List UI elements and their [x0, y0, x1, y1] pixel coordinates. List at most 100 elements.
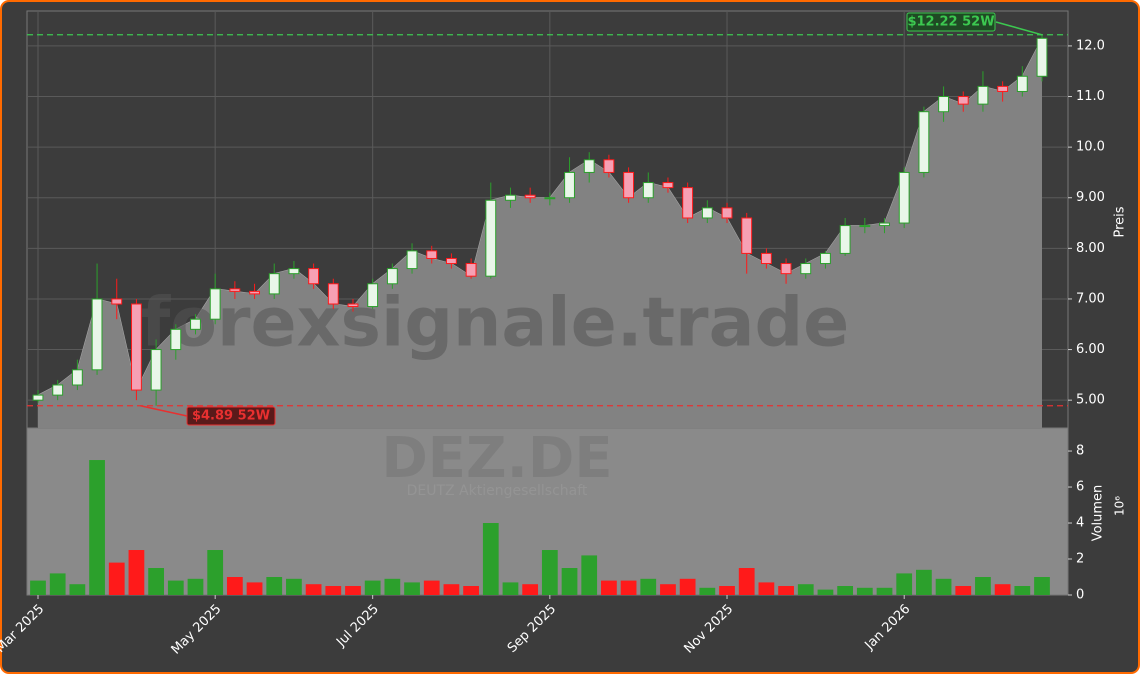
y-tick-label: 10.0	[1076, 140, 1105, 155]
candle-body	[918, 111, 930, 173]
candle-body	[445, 257, 457, 265]
marks: $12.22 52W $4.89 52W	[27, 12, 1068, 595]
candle-body	[505, 194, 516, 201]
y-tick-label: 8.00	[1076, 241, 1105, 256]
candle-body	[131, 303, 142, 391]
candle-body	[209, 288, 221, 320]
low_52w-label: $4.89 52W	[192, 409, 270, 424]
candle-body	[71, 369, 83, 386]
candle-body	[386, 268, 398, 285]
volume-bar	[226, 577, 243, 595]
company-watermark: DEUTZ Aktiengesellschaft	[407, 483, 588, 499]
y-axis-label: Preis	[1113, 206, 1128, 237]
volume-tick-label: 6	[1076, 480, 1084, 495]
candle-body	[583, 159, 595, 173]
ticker-watermark: DEZ.DE	[381, 426, 612, 491]
candle-body	[997, 85, 1009, 92]
candle-body	[800, 263, 812, 275]
candle-body	[111, 298, 123, 305]
volume-bar	[896, 573, 913, 595]
volume-bar	[502, 582, 519, 595]
volume-bar	[1014, 586, 1031, 595]
y-tick-label: 6.00	[1076, 342, 1105, 357]
volume-bar	[601, 580, 617, 595]
candle-body	[741, 217, 753, 254]
candle-body	[1016, 75, 1028, 92]
candle-body	[1036, 37, 1048, 77]
volume-bar	[561, 568, 578, 595]
volume-bar	[325, 586, 342, 595]
volume-bar	[620, 580, 637, 595]
area-layer	[37, 38, 1043, 429]
y-tick-label: 7.00	[1076, 291, 1105, 306]
volume-tick-label: 4	[1076, 516, 1084, 531]
volume-bar	[719, 586, 735, 595]
volume-bar	[482, 523, 499, 595]
candle-body	[603, 159, 615, 173]
close-line	[37, 38, 1043, 396]
watermark: forexsignale.trade	[141, 284, 850, 363]
volume-tick-label: 0	[1076, 588, 1084, 603]
candle-body	[524, 194, 536, 199]
volume-bar	[994, 584, 1011, 595]
volume-bar	[404, 582, 420, 595]
volume-bar	[345, 586, 361, 595]
volume-bar	[266, 577, 283, 595]
volume-bar	[660, 584, 676, 595]
high_52w-box	[906, 12, 996, 32]
candle-body	[229, 288, 241, 292]
volume-bar	[738, 568, 755, 595]
volume-bar	[364, 580, 381, 595]
low_52w-arrow	[140, 405, 188, 417]
volume-bar	[305, 584, 322, 595]
candle-body	[898, 171, 910, 224]
high_52w-arrow	[995, 21, 1043, 36]
candle-body	[839, 225, 851, 254]
candle-body	[367, 283, 379, 308]
y-tick-label: 11.0	[1076, 89, 1105, 104]
volume-bar	[30, 580, 46, 595]
candle-body	[150, 349, 162, 391]
candle-body	[170, 328, 182, 351]
high_52w-label: $12.22 52W	[907, 15, 994, 30]
candle-body	[485, 199, 497, 277]
candle-body	[701, 207, 713, 219]
volume-bar	[108, 562, 125, 595]
y-tick-label: 9.00	[1076, 190, 1105, 205]
volume-bar	[581, 555, 598, 595]
volume-bar	[679, 578, 696, 595]
volume-bar	[187, 578, 204, 595]
volume-tick-label: 8	[1076, 444, 1084, 459]
candle-body	[977, 85, 989, 105]
candle-body	[406, 250, 418, 270]
volume-bar	[1034, 577, 1050, 595]
volume-bar	[423, 580, 440, 595]
volume-bar	[246, 582, 263, 595]
candle-body	[662, 182, 674, 189]
candle-body	[642, 182, 654, 199]
candle-body	[682, 187, 694, 219]
candle-body	[564, 171, 575, 199]
volume-bar	[207, 550, 224, 595]
volume-bar	[541, 550, 558, 595]
close-area	[38, 38, 1042, 429]
candle-body	[32, 394, 44, 401]
candle-body	[780, 263, 792, 275]
candle-body	[91, 298, 103, 371]
y-tick-label: 5.00	[1076, 393, 1105, 408]
candle-body	[426, 250, 438, 259]
volume-bar	[167, 580, 184, 595]
volume-bar	[876, 587, 893, 595]
candle-body	[544, 197, 556, 200]
candle-body	[623, 171, 635, 199]
volume-bar	[69, 584, 86, 595]
volume-bar	[935, 578, 952, 595]
candle-body	[859, 225, 871, 228]
volume-bar	[817, 589, 834, 595]
candle-body	[308, 268, 320, 285]
volume-bar	[640, 578, 657, 595]
candle-body	[249, 290, 260, 295]
candle-body	[465, 263, 477, 277]
